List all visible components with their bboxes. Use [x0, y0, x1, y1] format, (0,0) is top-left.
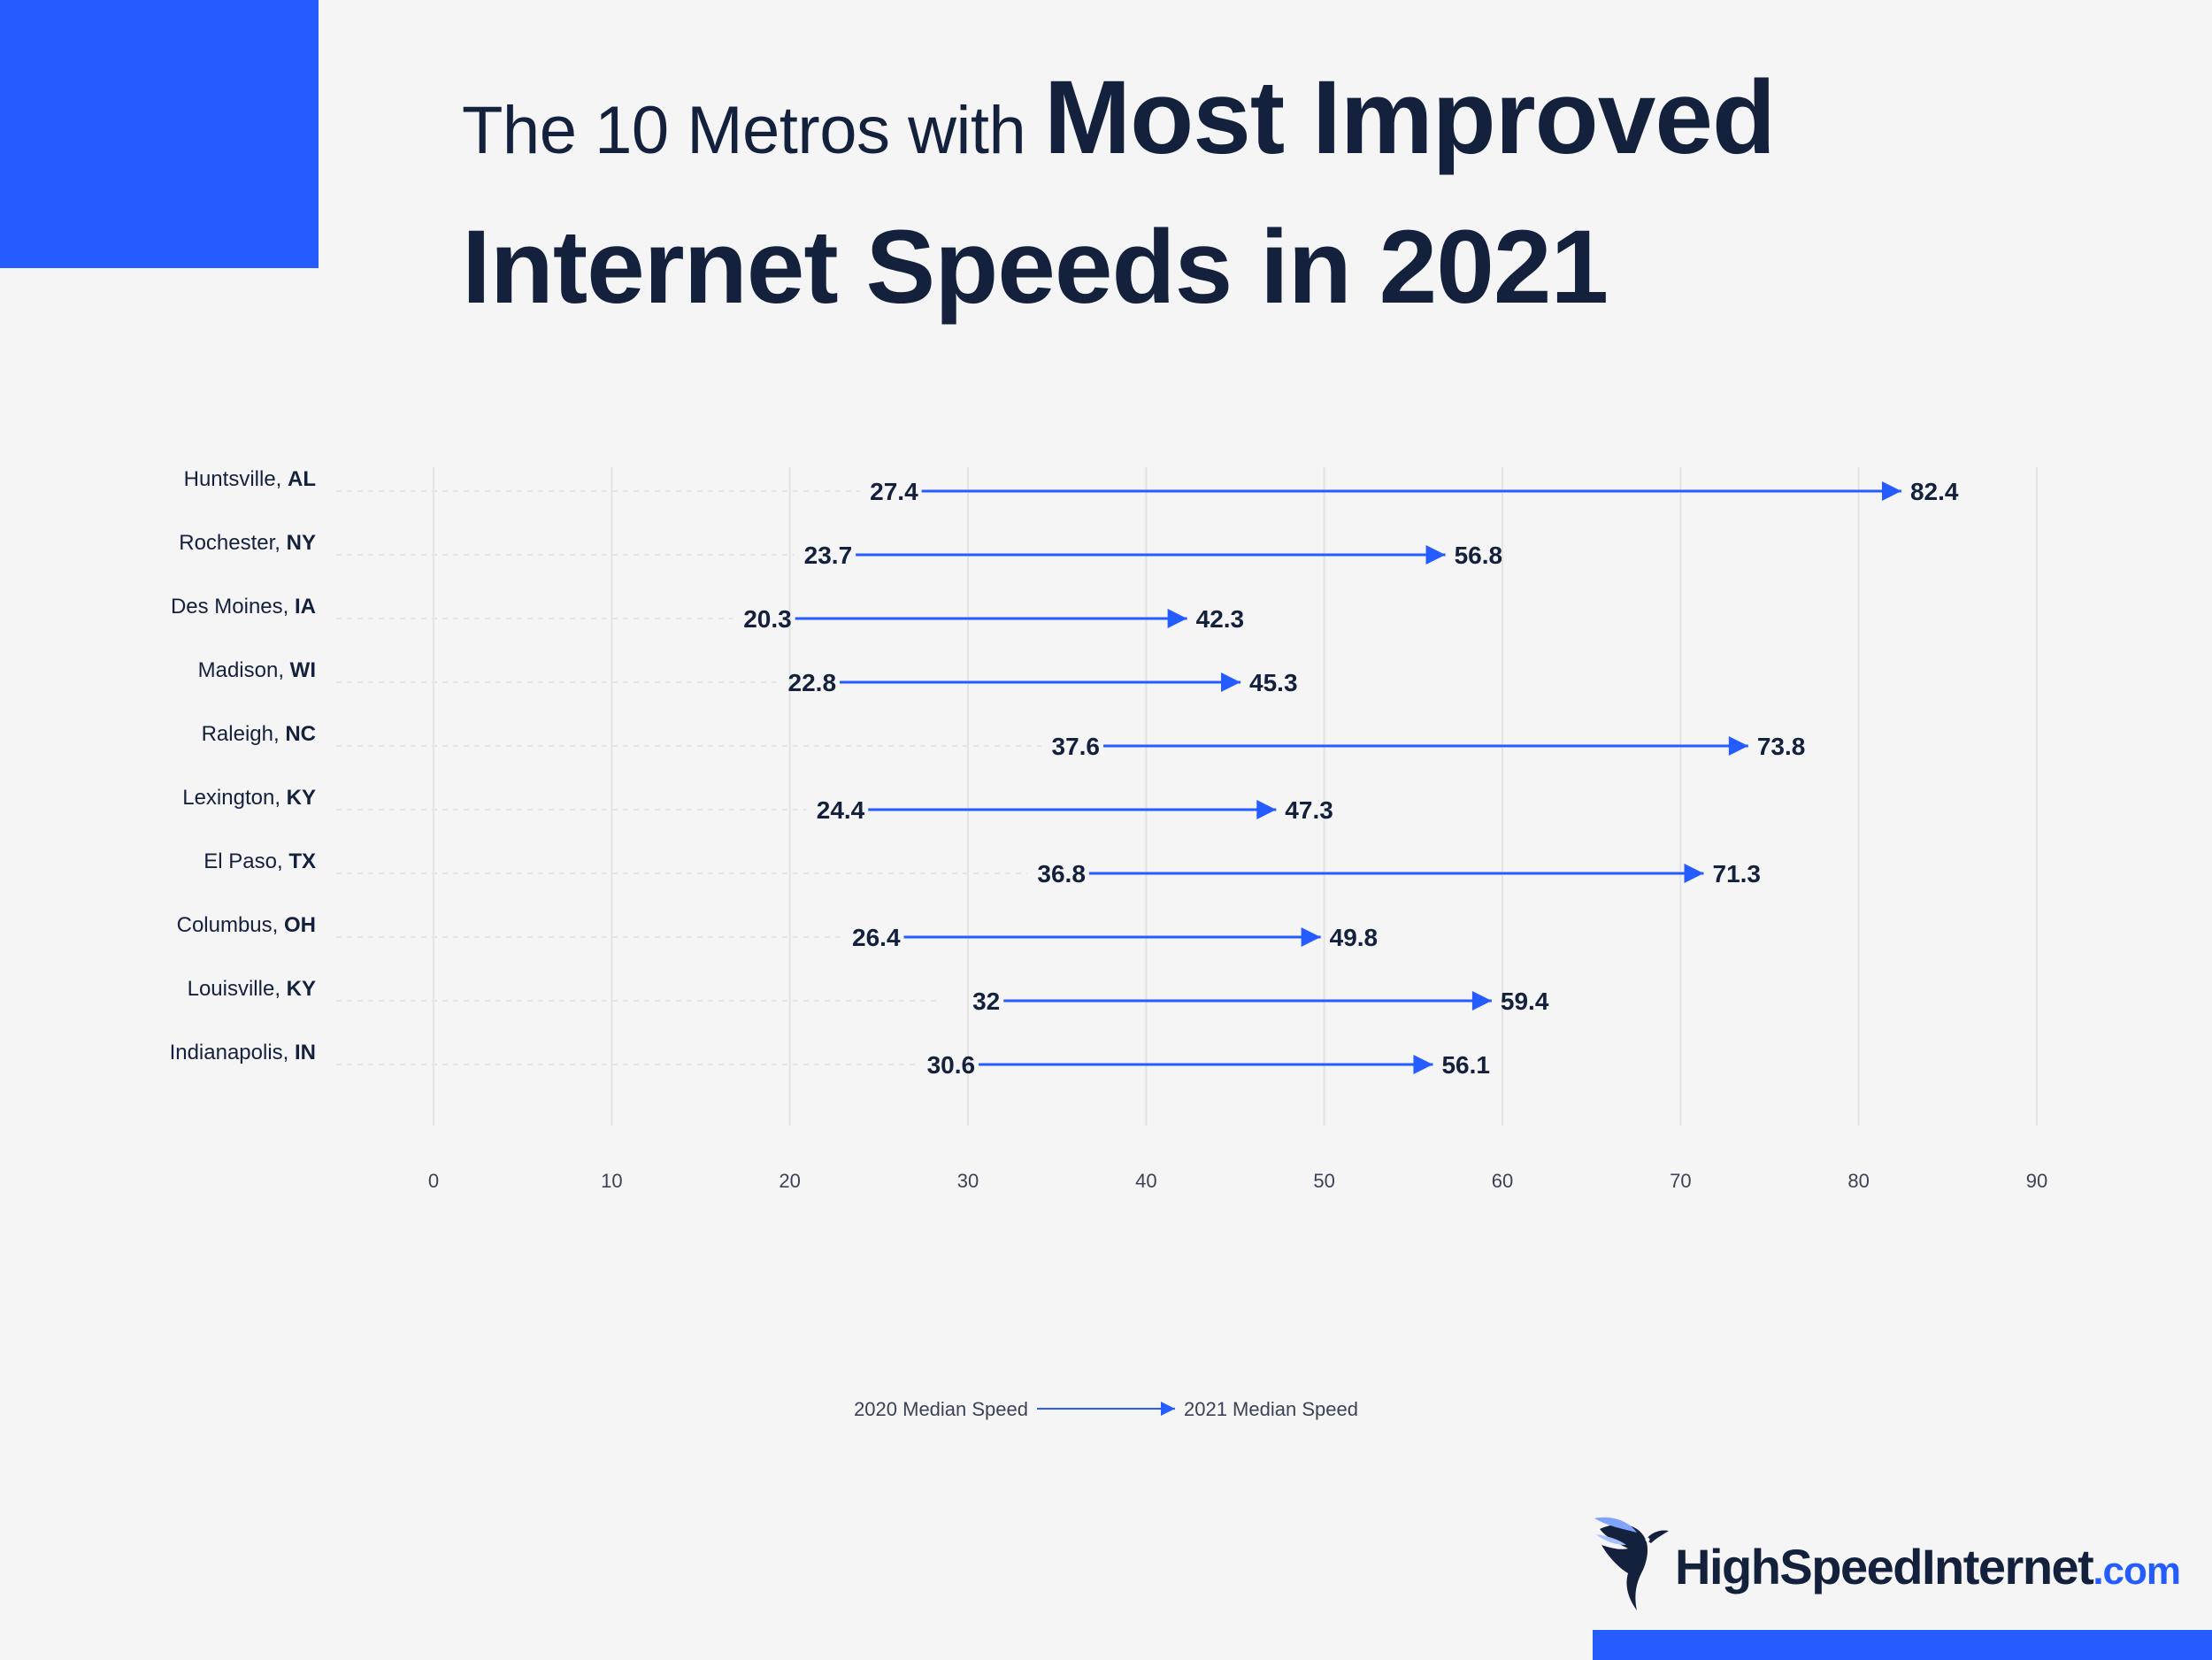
row-guide-layer	[336, 490, 1042, 1065]
value-2021-5: 47.3	[1285, 796, 1333, 824]
city-name-0: Huntsville,	[184, 467, 288, 491]
value-2020-0: 27.4	[870, 478, 918, 505]
city-name-7: Columbus,	[177, 913, 284, 937]
value-2021-4: 73.8	[1757, 733, 1806, 760]
brand-logo-text: HighSpeedInternet.com	[1675, 1538, 2181, 1595]
x-tick-label-30: 30	[957, 1170, 979, 1192]
city-label-7: Columbus, OH	[177, 913, 316, 937]
title-bold-part-2: Internet Speeds in 2021	[462, 209, 1609, 326]
hummingbird-icon	[1594, 1517, 1669, 1610]
row-0: Huntsville, AL 27.4 82.4	[184, 467, 1959, 505]
value-2020-2: 20.3	[743, 605, 792, 633]
value-2020-8: 32	[972, 988, 1000, 1015]
value-2021-0: 82.4	[1910, 478, 1959, 505]
x-axis-ticks: 0 10 20 30 40 50 60 70 80 90	[428, 1170, 2047, 1192]
value-2021-2: 42.3	[1196, 605, 1245, 633]
state-code-2: IA	[295, 595, 316, 619]
x-tick-label-90: 90	[2026, 1170, 2047, 1192]
city-name-8: Louisville,	[188, 977, 287, 1001]
value-2020-9: 30.6	[927, 1051, 976, 1079]
row-4: Raleigh, NC 37.6 73.8	[202, 722, 1806, 760]
row-1: Rochester, NY 23.7 56.8	[179, 531, 1502, 569]
state-code-8: KY	[287, 977, 316, 1001]
state-code-1: NY	[287, 531, 316, 555]
row-7: Columbus, OH 26.4 49.8	[177, 913, 1379, 951]
x-tick-label-10: 10	[601, 1170, 622, 1192]
city-label-6: El Paso, TX	[204, 849, 316, 873]
state-code-7: OH	[284, 913, 316, 937]
state-code-4: NC	[285, 722, 316, 746]
row-2: Des Moines, IA 20.3 42.3	[171, 595, 1244, 633]
city-label-9: Indianapolis, IN	[170, 1041, 316, 1064]
value-2021-9: 56.1	[1441, 1051, 1490, 1079]
value-2020-3: 22.8	[788, 669, 837, 696]
value-2020-7: 26.4	[852, 924, 901, 951]
legend: 2020 Median Speed 2021 Median Speed	[854, 1398, 1358, 1420]
city-name-4: Raleigh,	[202, 722, 286, 746]
city-label-1: Rochester, NY	[179, 531, 316, 555]
legend-start-label: 2020 Median Speed	[854, 1398, 1028, 1420]
city-label-5: Lexington, KY	[182, 786, 316, 810]
row-3: Madison, WI 22.8 45.3	[198, 658, 1298, 696]
value-2020-6: 36.8	[1037, 860, 1086, 888]
x-tick-label-50: 50	[1313, 1170, 1334, 1192]
x-tick-label-60: 60	[1492, 1170, 1513, 1192]
city-label-3: Madison, WI	[198, 658, 316, 682]
x-tick-label-20: 20	[779, 1170, 800, 1192]
state-code-5: KY	[287, 786, 316, 810]
value-2020-1: 23.7	[804, 542, 853, 569]
x-tick-label-40: 40	[1135, 1170, 1156, 1192]
x-tick-label-70: 70	[1670, 1170, 1691, 1192]
title-bold-part-1: Most Improved	[1043, 59, 1776, 176]
state-code-0: AL	[288, 467, 316, 491]
state-code-9: IN	[295, 1041, 316, 1064]
legend-end-label: 2021 Median Speed	[1184, 1398, 1358, 1420]
row-8: Louisville, KY 32 59.4	[188, 977, 1549, 1015]
city-name-2: Des Moines,	[171, 595, 295, 619]
city-name-5: Lexington,	[182, 786, 286, 810]
city-label-4: Raleigh, NC	[202, 722, 316, 746]
value-2021-6: 71.3	[1713, 860, 1762, 888]
city-label-2: Des Moines, IA	[171, 595, 316, 619]
grid-layer	[433, 467, 2038, 1126]
value-2021-8: 59.4	[1501, 988, 1549, 1015]
city-name-3: Madison,	[198, 658, 290, 682]
footer-accent-bar	[1593, 1630, 2212, 1660]
value-2020-5: 24.4	[817, 796, 865, 824]
state-code-3: WI	[290, 658, 316, 682]
row-6: El Paso, TX 36.8 71.3	[204, 849, 1761, 888]
x-tick-label-0: 0	[428, 1170, 439, 1192]
city-label-8: Louisville, KY	[188, 977, 316, 1001]
city-name-6: El Paso,	[204, 849, 288, 873]
title-light-part: The 10 Metros with	[462, 93, 1044, 168]
state-code-6: TX	[288, 849, 316, 873]
city-name-1: Rochester,	[179, 531, 286, 555]
value-2021-3: 45.3	[1249, 669, 1298, 696]
chart-title: The 10 Metros with Most Improved Interne…	[462, 51, 1776, 326]
row-5: Lexington, KY 24.4 47.3	[182, 786, 1333, 824]
x-tick-label-80: 80	[1847, 1170, 1869, 1192]
row-9: Indianapolis, IN 30.6 56.1	[170, 1041, 1490, 1079]
data-rows: Huntsville, AL 27.4 82.4 Rochester, NY 23.7 5…	[170, 467, 1959, 1079]
value-2021-1: 56.8	[1455, 542, 1503, 569]
city-name-9: Indianapolis,	[170, 1041, 295, 1064]
brand-name: HighSpeedInternet	[1675, 1539, 2094, 1595]
city-label-0: Huntsville, AL	[184, 467, 316, 491]
value-2020-4: 37.6	[1052, 733, 1101, 760]
value-2021-7: 49.8	[1330, 924, 1379, 951]
corner-accent-block	[0, 0, 319, 268]
brand-tld: .com	[2093, 1549, 2181, 1593]
